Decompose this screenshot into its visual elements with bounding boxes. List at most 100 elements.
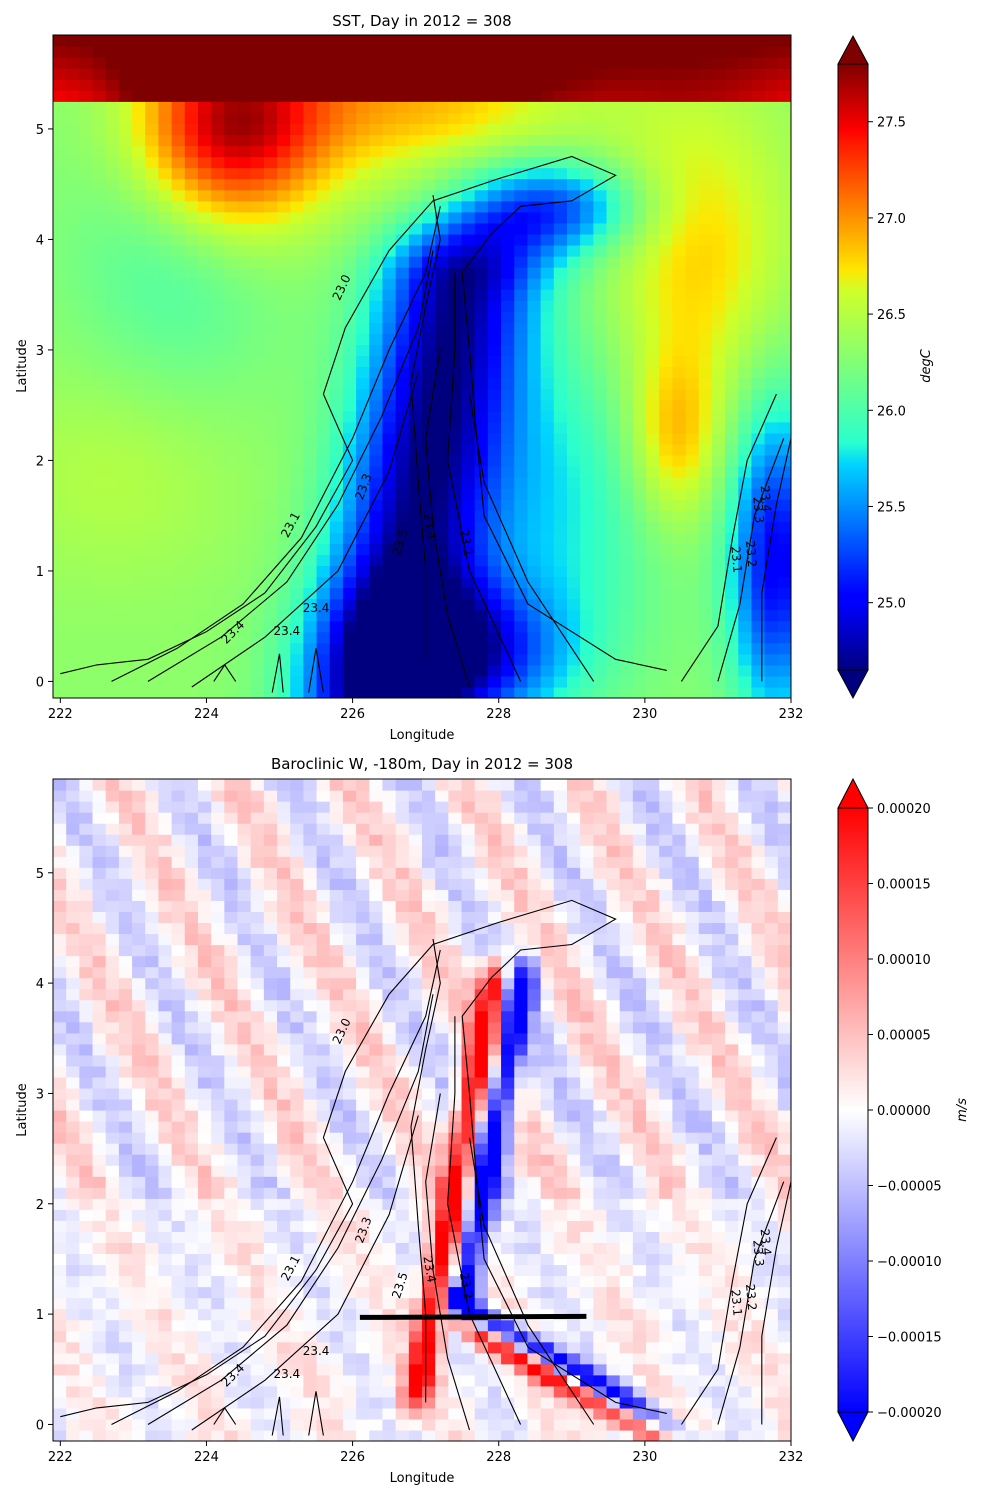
heatmap-cell: [711, 675, 726, 688]
heatmap-cell: [751, 1286, 766, 1299]
heatmap-cell: [171, 1242, 186, 1255]
heatmap-cell: [79, 587, 94, 600]
heatmap-cell: [593, 410, 608, 423]
heatmap-cell: [79, 1385, 94, 1398]
heatmap-cell: [211, 112, 225, 124]
heatmap-cell: [395, 112, 410, 124]
heatmap-cell: [487, 388, 502, 401]
heatmap-cell: [79, 35, 94, 47]
heatmap-cell: [672, 554, 687, 566]
heatmap-cell: [118, 233, 133, 246]
heatmap-cell: [580, 68, 594, 80]
heatmap-cell: [566, 68, 581, 80]
heatmap-cell: [369, 156, 384, 169]
heatmap-cell: [79, 1319, 94, 1332]
heatmap-cell: [382, 609, 397, 622]
heatmap-cell: [250, 278, 265, 290]
heatmap-cell: [514, 1187, 529, 1199]
heatmap-cell: [501, 521, 515, 533]
heatmap-cell: [448, 1319, 463, 1332]
heatmap-cell: [79, 499, 94, 511]
heatmap-cell: [224, 1165, 239, 1177]
heatmap-cell: [659, 1286, 673, 1299]
heatmap-cell: [751, 477, 766, 489]
heatmap-cell: [422, 200, 436, 213]
heatmap-cell: [751, 211, 766, 224]
heatmap-cell: [698, 1363, 713, 1376]
heatmap-cell: [316, 156, 331, 169]
heatmap-cell: [487, 554, 502, 566]
heatmap-cell: [171, 233, 186, 246]
heatmap-cell: [211, 90, 225, 102]
heatmap-cell: [501, 1352, 515, 1365]
heatmap-cell: [369, 112, 384, 124]
heatmap-cell: [566, 1341, 581, 1354]
heatmap-cell: [777, 1220, 791, 1232]
heatmap-cell: [369, 642, 384, 655]
heatmap-cell: [751, 443, 766, 456]
heatmap-cell: [632, 1198, 647, 1210]
heatmap-cell: [382, 388, 397, 401]
heatmap-cell: [672, 1198, 687, 1210]
heatmap-cell: [738, 244, 753, 257]
heatmap-cell: [342, 1429, 357, 1441]
heatmap-cell: [540, 432, 555, 445]
heatmap-cell: [738, 1165, 753, 1177]
heatmap-cell: [408, 1198, 423, 1210]
heatmap-cell: [698, 46, 713, 58]
heatmap-cell: [646, 576, 660, 589]
heatmap-cell: [501, 35, 515, 47]
heatmap-cell: [685, 686, 700, 698]
heatmap-cell: [435, 344, 449, 357]
heatmap-cell: [593, 1154, 608, 1166]
heatmap-cell: [250, 620, 265, 633]
heatmap-cell: [211, 1143, 225, 1155]
heatmap-cell: [211, 355, 225, 368]
heatmap-cell: [685, 631, 700, 644]
heatmap-cell: [619, 123, 634, 136]
heatmap-cell: [118, 499, 133, 511]
heatmap-cell: [711, 653, 726, 666]
heatmap-cell: [237, 388, 252, 401]
heatmap-cell: [487, 366, 502, 379]
heatmap-cell: [422, 1286, 436, 1299]
heatmap-cell: [487, 222, 502, 235]
heatmap-cell: [329, 377, 344, 390]
heatmap-cell: [250, 79, 265, 91]
heatmap-cell: [408, 1352, 423, 1365]
heatmap-cell: [777, 499, 791, 511]
heatmap-cell: [435, 598, 449, 611]
heatmap-cell: [132, 1396, 146, 1409]
heatmap-cell: [698, 443, 713, 456]
heatmap-cell: [566, 477, 581, 489]
heatmap-cell: [105, 686, 120, 698]
heatmap-cell: [593, 278, 608, 290]
heatmap-cell: [474, 1385, 489, 1398]
heatmap-cell: [685, 565, 700, 578]
heatmap-cell: [540, 211, 555, 224]
heatmap-cell: [580, 454, 594, 467]
heatmap-cell: [632, 1396, 647, 1409]
heatmap-cell: [566, 1143, 581, 1155]
heatmap-cell: [184, 488, 199, 500]
heatmap-cell: [527, 421, 542, 434]
heatmap-cell: [751, 554, 766, 566]
heatmap-cell: [237, 233, 252, 246]
heatmap-cell: [777, 631, 791, 644]
heatmap-cell: [224, 167, 239, 180]
heatmap-cell: [764, 1352, 779, 1365]
heatmap-cell: [593, 399, 608, 412]
heatmap-cell: [197, 388, 212, 401]
heatmap-cell: [685, 1264, 700, 1277]
heatmap-cell: [632, 1363, 647, 1376]
heatmap-cell: [158, 499, 173, 511]
heatmap-cell: [382, 355, 397, 368]
heatmap-cell: [237, 1132, 252, 1144]
heatmap-cell: [132, 1143, 146, 1155]
heatmap-cell: [250, 256, 265, 268]
heatmap-cell: [593, 1275, 608, 1288]
heatmap-cell: [158, 1231, 173, 1243]
heatmap-cell: [777, 454, 791, 467]
heatmap-cell: [132, 1286, 146, 1299]
heatmap-cell: [342, 1187, 357, 1199]
